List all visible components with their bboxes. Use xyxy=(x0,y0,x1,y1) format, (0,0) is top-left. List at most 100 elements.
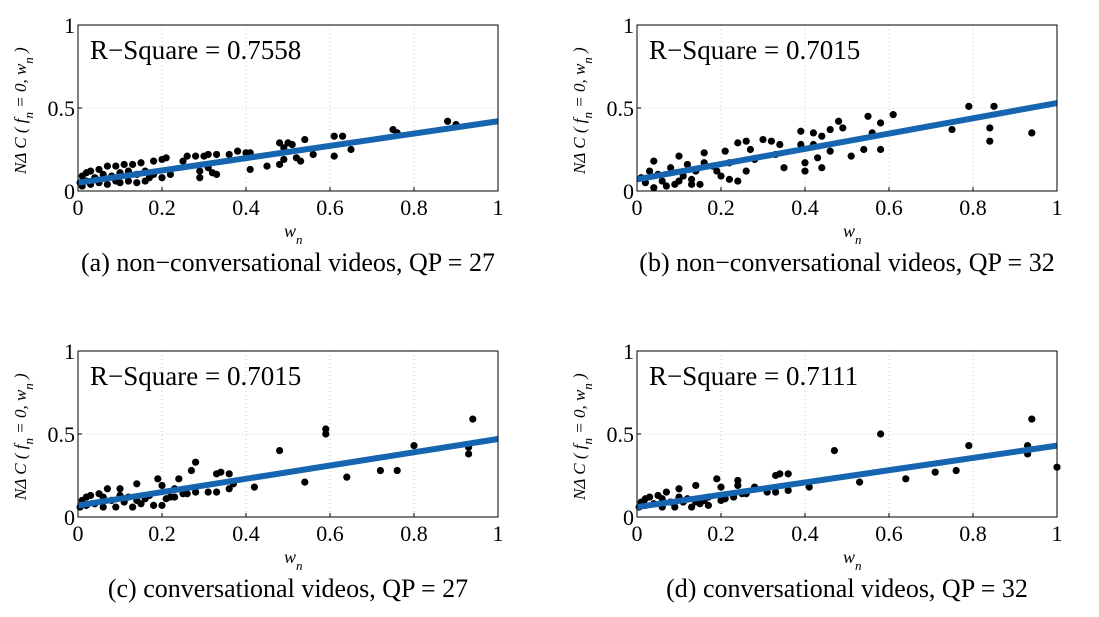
data-point xyxy=(343,473,351,481)
x-axis-label: wn xyxy=(843,221,862,247)
y-axis-label-main: = 0, w xyxy=(11,389,30,438)
data-point xyxy=(650,184,658,192)
data-point xyxy=(675,152,683,160)
data-point xyxy=(641,495,650,503)
y-axis-label-subscript: n xyxy=(21,383,36,390)
y-axis-label-subscript: n xyxy=(580,57,595,64)
y-axis-label-main: ) xyxy=(570,373,589,383)
y-tick-label: 0.5 xyxy=(607,96,635,121)
subplot-caption: (a) non−conversational videos, QP = 27 xyxy=(81,248,495,277)
data-point xyxy=(187,466,195,475)
data-point xyxy=(129,503,137,511)
y-tick-label: 0.5 xyxy=(48,96,76,121)
data-point xyxy=(309,150,317,159)
data-point xyxy=(696,180,704,188)
data-point xyxy=(725,175,734,183)
data-point xyxy=(103,180,111,188)
y-tick-label: 0 xyxy=(623,505,634,530)
x-tick-label: 0.8 xyxy=(400,195,428,220)
x-tick-label: 0.6 xyxy=(875,195,903,220)
data-point xyxy=(780,164,788,172)
data-point xyxy=(713,475,721,483)
data-point xyxy=(692,481,700,490)
data-point xyxy=(322,430,330,438)
data-point xyxy=(276,160,284,169)
fit-line xyxy=(636,100,1058,183)
y-axis-label-subscript: n xyxy=(580,383,595,390)
data-point xyxy=(99,503,107,511)
subplot-d: 0 0.2 0.4 0.6 0.8 100.51R−Square = 0.7111wnNΔ… xyxy=(570,339,1063,603)
data-point xyxy=(183,152,191,160)
data-point xyxy=(263,162,271,170)
data-point xyxy=(864,112,872,120)
y-axis-label-main: NΔ C ( f xyxy=(11,442,30,501)
data-point xyxy=(734,481,742,490)
data-point xyxy=(986,137,994,145)
x-tick-label: 0 xyxy=(73,195,84,220)
y-axis-label-main: ) xyxy=(11,47,30,57)
subplot-a: 0 0.2 0.4 0.6 0.8 100.51R−Square = 0.7558wnNΔ… xyxy=(11,13,504,277)
data-point xyxy=(158,501,166,509)
x-tick-label: 0.6 xyxy=(316,195,344,220)
data-point xyxy=(213,470,221,478)
data-point xyxy=(814,154,822,162)
data-point xyxy=(116,485,124,493)
data-point xyxy=(1028,415,1036,423)
data-point xyxy=(717,172,725,180)
data-point xyxy=(990,102,998,110)
y-axis-label: NΔ C ( fn = 0, wn ) xyxy=(11,47,36,175)
data-point xyxy=(78,172,86,180)
fit-line xyxy=(77,436,499,509)
data-point xyxy=(103,485,111,493)
data-point xyxy=(826,125,834,134)
data-point xyxy=(339,132,347,140)
data-point xyxy=(150,157,158,165)
data-point xyxy=(877,119,885,127)
x-tick-label: 1 xyxy=(493,195,504,220)
data-point xyxy=(667,164,675,172)
data-point xyxy=(713,167,721,175)
x-axis-label: wn xyxy=(284,547,303,573)
x-tick-label: 0.8 xyxy=(959,195,987,220)
y-axis-label-main: NΔ C ( f xyxy=(570,116,589,175)
y-axis-label-main: ) xyxy=(570,47,589,57)
y-axis-label: NΔ C ( fn = 0, wn ) xyxy=(11,373,36,501)
subplot-caption: (b) non−conversational videos, QP = 32 xyxy=(639,248,1054,277)
x-axis-label-main: w xyxy=(843,221,855,241)
x-tick-label: 0.2 xyxy=(148,521,176,546)
x-axis-label-subscript: n xyxy=(296,232,303,247)
data-point xyxy=(162,495,170,503)
data-point xyxy=(776,140,784,149)
data-point xyxy=(410,442,418,450)
x-tick-label: 0 xyxy=(73,521,84,546)
x-tick-label: 0.2 xyxy=(707,195,735,220)
data-point xyxy=(801,167,809,175)
subplot-caption: (d) conversational videos, QP = 32 xyxy=(666,574,1028,603)
x-tick-label: 1 xyxy=(1052,195,1063,220)
data-point xyxy=(112,503,120,511)
data-point xyxy=(330,132,338,140)
y-tick-label: 0 xyxy=(623,179,634,204)
data-point xyxy=(662,182,671,190)
data-point xyxy=(141,177,149,185)
data-point xyxy=(204,488,212,496)
x-tick-label: 0.2 xyxy=(148,195,176,220)
y-axis-label-main: = 0, w xyxy=(570,63,589,112)
data-point xyxy=(150,501,158,509)
y-axis-label-subscript: n xyxy=(21,112,36,119)
data-point xyxy=(688,175,696,183)
data-point xyxy=(830,447,839,455)
data-point xyxy=(166,170,174,178)
data-point xyxy=(301,478,309,486)
x-tick-label: 0 xyxy=(632,195,643,220)
data-point xyxy=(280,155,288,164)
data-point xyxy=(225,150,233,159)
data-point xyxy=(225,470,233,478)
data-point xyxy=(200,152,208,160)
data-point xyxy=(767,137,776,145)
x-tick-label: 0.4 xyxy=(232,521,260,546)
x-tick-label: 0.4 xyxy=(791,195,819,220)
data-point xyxy=(948,125,956,134)
data-point xyxy=(347,145,355,154)
